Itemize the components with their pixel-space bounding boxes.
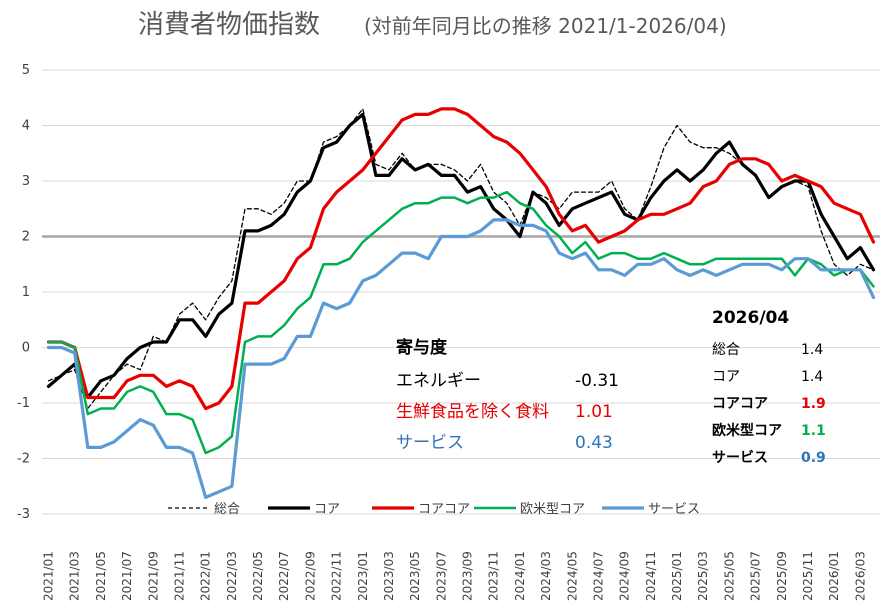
- x-tick-label: 2024/05: [565, 551, 579, 601]
- x-tick-label: 2026/01: [827, 551, 841, 601]
- x-tick-label: 2025/09: [775, 551, 789, 601]
- x-axis: 2021/01 2021/03 2021/05 2021/07 2021/09 2021/…: [42, 551, 868, 601]
- legend-label: 欧米型コア: [520, 502, 585, 517]
- x-tick-label: 2024/07: [591, 551, 605, 601]
- x-tick-label: 2025/11: [801, 551, 815, 601]
- y-tick-label: 3: [22, 174, 30, 189]
- chart-title: 消費者物価指数: [138, 10, 320, 40]
- x-tick-label: 2022/03: [225, 551, 239, 601]
- contribution-label: サービス: [396, 433, 464, 453]
- latest-label: コアコア: [712, 396, 768, 412]
- y-tick-label: 2: [22, 230, 30, 245]
- x-tick-label: 2023/01: [356, 551, 370, 601]
- x-tick-label: 2024/01: [513, 551, 527, 601]
- x-tick-label: 2024/09: [618, 551, 632, 601]
- latest-value: 1.4: [801, 342, 823, 358]
- series-line-コア: [46, 112, 876, 400]
- legend-label: 総合: [214, 502, 240, 517]
- latest-label: コア: [712, 369, 740, 385]
- legend-label: サービス: [648, 502, 700, 517]
- x-tick-label: 2023/05: [408, 551, 422, 601]
- series-line-総合: [47, 108, 875, 410]
- chart-subtitle: (対前年同月比の推移 2021/1-2026/04): [364, 14, 727, 38]
- x-tick-label: 2026/03: [853, 551, 867, 601]
- x-tick-label: 2024/11: [644, 551, 658, 601]
- x-tick-label: 2023/11: [487, 551, 501, 601]
- latest-value: 1.1: [801, 423, 826, 439]
- latest-value: 0.9: [801, 450, 826, 466]
- y-axis: 5 4 3 2 1 0 -1 -2 -3: [17, 63, 30, 522]
- x-tick-label: 2022/11: [330, 551, 344, 601]
- x-tick-label: 2023/09: [461, 551, 475, 601]
- legend: 総合 コア コアコア 欧米型コア サービス: [168, 502, 700, 517]
- y-tick-label: 1: [22, 285, 30, 300]
- latest-value: 1.9: [801, 396, 826, 412]
- gridlines: [42, 69, 880, 515]
- legend-label: コアコア: [418, 502, 470, 517]
- x-tick-label: 2025/01: [670, 551, 684, 601]
- x-tick-label: 2022/05: [251, 551, 265, 601]
- contribution-value: -0.31: [575, 371, 619, 391]
- x-tick-label: 2022/07: [277, 551, 291, 601]
- contribution-value: 1.01: [575, 402, 613, 422]
- x-tick-label: 2022/09: [303, 551, 317, 601]
- x-tick-label: 2021/01: [42, 551, 56, 601]
- series-line-欧米型コア: [47, 190, 875, 455]
- x-tick-label: 2025/05: [722, 551, 736, 601]
- x-tick-label: 2023/07: [434, 551, 448, 601]
- latest-title: 2026/04: [712, 308, 789, 328]
- latest-values-box: 2026/04 総合 1.4 コア 1.4 コアコア 1.9 欧米型コア 1.1 サービス 0.9: [712, 308, 826, 466]
- legend-label: コア: [314, 502, 340, 517]
- latest-value: 1.4: [801, 369, 823, 385]
- x-tick-label: 2025/07: [749, 551, 763, 601]
- x-tick-label: 2023/03: [382, 551, 396, 601]
- contribution-value: 0.43: [575, 433, 613, 453]
- y-tick-label: -1: [17, 396, 30, 411]
- latest-label: 欧米型コア: [712, 422, 782, 439]
- x-tick-label: 2025/03: [696, 551, 710, 601]
- x-tick-label: 2024/03: [539, 551, 553, 601]
- y-tick-label: 0: [22, 341, 30, 356]
- x-tick-label: 2022/01: [199, 551, 213, 601]
- x-tick-label: 2021/11: [172, 551, 186, 601]
- y-tick-label: -3: [17, 507, 30, 522]
- y-tick-label: -2: [17, 452, 30, 467]
- series-line-コアコア: [46, 107, 876, 411]
- y-tick-label: 4: [22, 119, 30, 134]
- contribution-label: 生鮮食品を除く食料: [396, 402, 549, 422]
- series-line-サービス: [46, 218, 876, 499]
- series-lines: [46, 107, 876, 499]
- latest-label: サービス: [712, 450, 768, 466]
- y-tick-label: 5: [22, 63, 30, 78]
- x-tick-label: 2021/05: [94, 551, 108, 601]
- x-tick-label: 2021/03: [68, 551, 82, 601]
- contribution-label: エネルギー: [396, 371, 481, 391]
- x-tick-label: 2021/09: [146, 551, 160, 601]
- x-tick-label: 2021/07: [120, 551, 134, 601]
- latest-label: 総合: [712, 342, 740, 358]
- contribution-title: 寄与度: [396, 337, 448, 358]
